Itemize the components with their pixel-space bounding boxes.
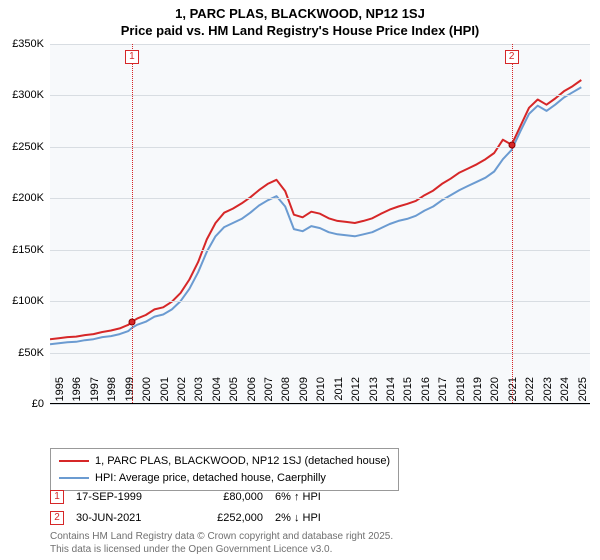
x-axis-label: 2014: [385, 377, 397, 411]
x-axis-label: 2022: [524, 377, 536, 411]
x-axis-label: 1999: [124, 377, 136, 411]
hpi-series-line: [50, 87, 581, 344]
sale-price-dot: [508, 141, 515, 148]
sale-marker-line: [512, 44, 513, 403]
x-axis-label: 1995: [54, 377, 66, 411]
x-axis-label: 1997: [89, 377, 101, 411]
x-axis-label: 1998: [106, 377, 118, 411]
x-axis-label: 2000: [141, 377, 153, 411]
x-axis-label: 2016: [420, 377, 432, 411]
x-axis-label: 1996: [71, 377, 83, 411]
sale-date-2: 30-JUN-2021: [76, 512, 171, 524]
x-axis-label: 2003: [193, 377, 205, 411]
sale-hpi-1: 6% ↑ HPI: [275, 491, 365, 503]
legend: 1, PARC PLAS, BLACKWOOD, NP12 1SJ (detac…: [50, 448, 399, 491]
footer: Contains HM Land Registry data © Crown c…: [50, 531, 393, 556]
x-axis-label: 2005: [228, 377, 240, 411]
x-axis-label: 2021: [507, 377, 519, 411]
x-axis-label: 2018: [455, 377, 467, 411]
x-axis-label: 2015: [402, 377, 414, 411]
legend-label-hpi: HPI: Average price, detached house, Caer…: [95, 470, 326, 487]
legend-swatch-property: [59, 460, 89, 462]
x-axis-label: 2001: [159, 377, 171, 411]
x-axis-label: 2004: [211, 377, 223, 411]
sale-price-1: £80,000: [183, 491, 263, 503]
y-axis-label: £300K: [0, 89, 44, 101]
x-axis-label: 2006: [246, 377, 258, 411]
legend-row-hpi: HPI: Average price, detached house, Caer…: [59, 470, 390, 487]
x-axis-label: 2024: [559, 377, 571, 411]
sale-date-1: 17-SEP-1999: [76, 491, 171, 503]
sale-badge-2: 2: [50, 511, 64, 525]
footer-line-1: Contains HM Land Registry data © Crown c…: [50, 531, 393, 544]
x-axis-label: 2023: [542, 377, 554, 411]
x-axis-label: 2008: [280, 377, 292, 411]
y-axis-label: £250K: [0, 141, 44, 153]
x-axis-label: 2017: [437, 377, 449, 411]
sale-price-2: £252,000: [183, 512, 263, 524]
y-axis-label: £50K: [0, 347, 44, 359]
y-axis-label: £350K: [0, 38, 44, 50]
x-axis-label: 2013: [368, 377, 380, 411]
y-axis-label: £100K: [0, 295, 44, 307]
chart-plot-area: £0£50K£100K£150K£200K£250K£300K£350K1995…: [50, 44, 590, 404]
sale-badge-1: 1: [50, 490, 64, 504]
sale-hpi-2: 2% ↓ HPI: [275, 512, 365, 524]
sale-marker-badge: 1: [125, 50, 139, 64]
chart-title: 1, PARC PLAS, BLACKWOOD, NP12 1SJ Price …: [0, 0, 600, 40]
sale-marker-badge: 2: [505, 50, 519, 64]
x-axis-label: 2025: [577, 377, 589, 411]
sale-price-dot: [128, 318, 135, 325]
x-axis-label: 2012: [350, 377, 362, 411]
sale-marker-line: [132, 44, 133, 403]
legend-swatch-hpi: [59, 477, 89, 479]
x-axis-label: 2011: [333, 377, 345, 411]
legend-label-property: 1, PARC PLAS, BLACKWOOD, NP12 1SJ (detac…: [95, 453, 390, 470]
x-axis-label: 2019: [472, 377, 484, 411]
x-axis-label: 2002: [176, 377, 188, 411]
x-axis-label: 2010: [315, 377, 327, 411]
sale-row-2: 2 30-JUN-2021 £252,000 2% ↓ HPI: [50, 511, 365, 525]
footer-line-2: This data is licensed under the Open Gov…: [50, 544, 393, 557]
y-axis-label: £0: [0, 398, 44, 410]
title-line-2: Price paid vs. HM Land Registry's House …: [0, 23, 600, 40]
sale-row-1: 1 17-SEP-1999 £80,000 6% ↑ HPI: [50, 490, 365, 504]
y-axis-label: £200K: [0, 192, 44, 204]
y-axis-label: £150K: [0, 244, 44, 256]
x-axis-label: 2007: [263, 377, 275, 411]
legend-row-property: 1, PARC PLAS, BLACKWOOD, NP12 1SJ (detac…: [59, 453, 390, 470]
title-line-1: 1, PARC PLAS, BLACKWOOD, NP12 1SJ: [0, 6, 600, 23]
x-axis-label: 2020: [489, 377, 501, 411]
x-axis-label: 2009: [298, 377, 310, 411]
